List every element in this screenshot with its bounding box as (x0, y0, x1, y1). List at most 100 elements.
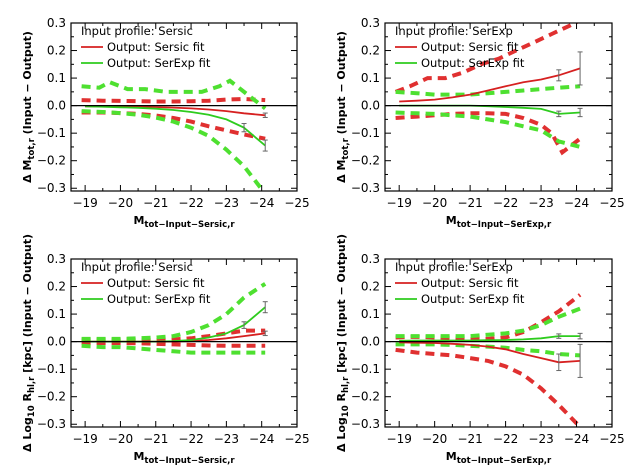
panel-bottom-left: −19 −20 −21 −22 −23 −24 −25 −0.3 −0.2 −0.1 0.0 0.1 0… (21, 234, 310, 466)
percentile-band-line (395, 347, 582, 427)
x-tick-label: −22 (178, 196, 203, 210)
y-tick-label: 0.3 (47, 252, 66, 266)
legend-entry-serexp: Output: SerExp fit (107, 56, 211, 70)
error-bar (556, 353, 562, 372)
percentile-band-line (395, 84, 581, 97)
percentile-band-line (81, 78, 267, 110)
x-axis-label: Mtot−Input−SerExp,r (446, 214, 552, 230)
y-tick-label: 0.0 (361, 99, 380, 113)
y-axis-label-main: Δ Log (335, 417, 348, 452)
x-tick-label: −21 (457, 196, 482, 210)
x-axis-label-main: M (133, 214, 144, 227)
x-axis-label-main: M (446, 450, 457, 463)
x-axis-label-subscript: tot−Input−SerExp,r (457, 220, 552, 230)
x-axis-label-main: M (446, 214, 457, 227)
legend-input-profile: Input profile: Sersic (81, 24, 193, 38)
legend-entry-serexp: Output: SerExp fit (107, 292, 211, 306)
error-bar (262, 330, 268, 337)
y-axis-label-mid: R (21, 393, 34, 406)
y-axis-label-mid: R (335, 393, 348, 406)
y-axis-label-main: Δ M (335, 160, 348, 183)
y-tick-label: −0.1 (351, 362, 380, 376)
x-tick-label: −20 (108, 432, 133, 446)
y-axis-label-subscript: tot,r (27, 137, 37, 159)
x-tick-label: −24 (249, 432, 274, 446)
sersic-fit-median-line (399, 67, 581, 103)
error-bar (577, 332, 583, 340)
x-tick-label: −24 (564, 196, 589, 210)
percentile-band-line (81, 343, 266, 355)
x-axis-label-main: M (133, 450, 144, 463)
y-tick-label: −0.3 (37, 417, 66, 431)
x-tick-label: −20 (108, 196, 133, 210)
x-axis-label-subscript: tot−Input−Sersic,r (144, 456, 235, 466)
plot-frame (384, 258, 613, 428)
error-bar (556, 110, 562, 118)
y-tick-label: −0.3 (351, 417, 380, 431)
legend-entry-sersic: Output: Sersic fit (421, 276, 519, 290)
plot-frame (70, 258, 298, 428)
x-tick-label: −23 (214, 432, 239, 446)
x-tick-label: −25 (599, 432, 624, 446)
sersic-fit-median-line (399, 341, 581, 364)
plot-frame (70, 22, 298, 192)
percentile-band-line (81, 282, 267, 341)
error-bar (262, 139, 268, 152)
percentile-band-line (394, 23, 580, 94)
legend-entry-serexp: Output: SerExp fit (421, 56, 525, 70)
y-axis-label: Δ Log10 Rhl,r [kpc] (Input − Output) (335, 234, 351, 452)
x-tick-label: −20 (422, 196, 447, 210)
y-axis-label-log-subscript: 10 (27, 405, 37, 417)
y-tick-label: 0.0 (47, 99, 66, 113)
x-tick-label: −21 (143, 196, 168, 210)
percentile-band-line (395, 306, 581, 339)
plot-frame (384, 22, 613, 192)
y-axis-label: Δ Mtot,r (Input − Output) (21, 31, 37, 183)
error-bar (577, 51, 583, 86)
x-tick-label: −22 (493, 432, 518, 446)
y-tick-label: −0.3 (37, 181, 66, 195)
x-tick-label: −20 (422, 432, 447, 446)
y-axis-label-subscript: hl,r (341, 376, 351, 393)
x-tick-label: −22 (178, 432, 203, 446)
y-tick-label: 0.2 (47, 44, 66, 58)
legend-entry-sersic: Output: Sersic fit (107, 40, 205, 54)
y-tick-label: −0.2 (37, 154, 66, 168)
y-tick-label: 0.3 (47, 16, 66, 30)
legend-entry-sersic: Output: Sersic fit (107, 276, 205, 290)
error-bar (556, 333, 562, 339)
y-tick-label: 0.1 (47, 71, 66, 85)
percentile-band-line (81, 96, 266, 104)
y-tick-label: 0.1 (47, 307, 66, 321)
y-tick-label: 0.1 (361, 307, 380, 321)
y-tick-label: 0.1 (361, 71, 380, 85)
y-tick-label: 0.0 (47, 335, 66, 349)
y-axis-label-subscript: tot,r (341, 137, 351, 159)
x-tick-label: −24 (564, 432, 589, 446)
error-bar (556, 69, 562, 82)
panel-bottom-right: −19 −20 −21 −22 −23 −24 −25 −0.3 −0.2 −0.1 0.0 0.1 0… (335, 234, 625, 466)
legend-input-profile: Input profile: SerExp (395, 24, 513, 38)
y-axis-label: Δ Log10 Rhl,r [kpc] (Input − Output) (21, 234, 37, 452)
y-axis-label: Δ Mtot,r (Input − Output) (335, 31, 351, 183)
error-bar (577, 343, 583, 378)
y-tick-label: 0.2 (361, 44, 380, 58)
y-tick-label: −0.1 (37, 126, 66, 140)
percentile-band-line (395, 111, 582, 156)
legend-entry-sersic: Output: Sersic fit (421, 40, 519, 54)
y-tick-label: 0.3 (361, 252, 380, 266)
x-tick-label: −25 (284, 432, 309, 446)
y-tick-label: −0.2 (37, 390, 66, 404)
y-tick-label: 0.3 (361, 16, 380, 30)
x-tick-label: −23 (214, 196, 239, 210)
x-axis-label: Mtot−Input−Sersic,r (133, 450, 235, 466)
x-tick-label: −23 (528, 432, 553, 446)
y-tick-label: −0.1 (37, 362, 66, 376)
y-axis-label-main: Δ Log (21, 417, 34, 452)
y-axis-label-subscript: hl,r (27, 376, 37, 393)
y-axis-label-log-subscript: 10 (341, 405, 351, 417)
y-axis-label-main: Δ M (21, 160, 34, 183)
error-bar (241, 123, 247, 133)
panel-top-right: −19 −20 −21 −22 −23 −24 −25 −0.3 −0.2 −0.1 0.0 0.1 0… (335, 16, 625, 230)
